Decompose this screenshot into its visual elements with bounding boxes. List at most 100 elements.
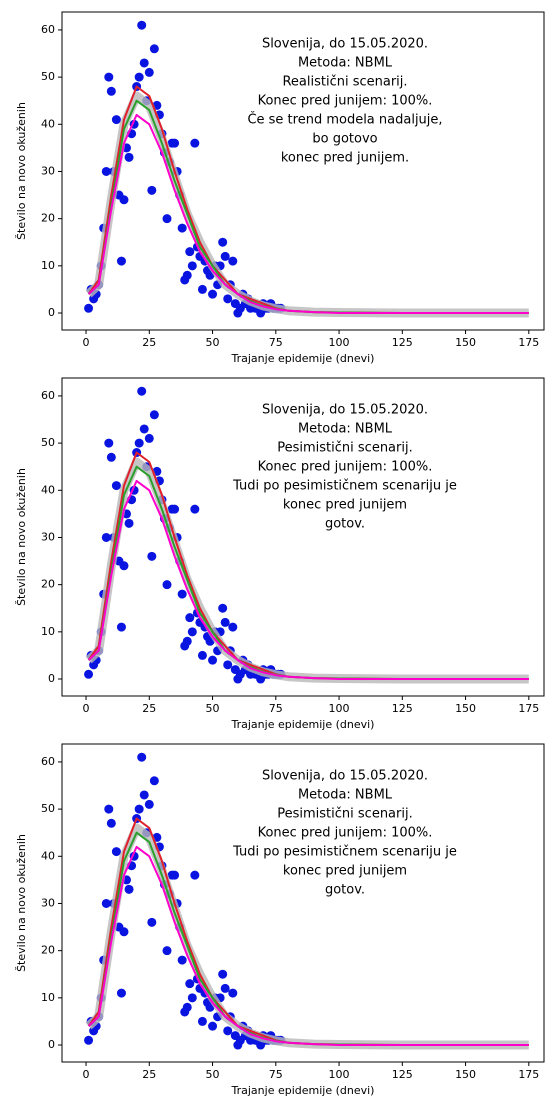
annotation: Metoda: NBML	[298, 788, 393, 803]
x-tick-label: 100	[329, 336, 350, 349]
data-point	[170, 504, 180, 514]
annotation: gotov.	[325, 517, 365, 532]
annotation: Tudi po pesimističnem scenariju je	[232, 845, 457, 860]
annotation: konec pred junijem	[283, 498, 407, 513]
data-point	[139, 790, 149, 800]
data-point	[149, 44, 159, 54]
data-point	[144, 799, 154, 809]
x-tick-label: 25	[142, 1068, 156, 1081]
x-tick-label: 25	[142, 702, 156, 715]
data-point	[106, 86, 116, 96]
y-tick-label: 20	[41, 944, 55, 957]
x-tick-label: 125	[392, 702, 413, 715]
x-tick-label: 150	[455, 702, 476, 715]
y-tick-label: 40	[41, 849, 55, 862]
annotation: Metoda: NBML	[298, 56, 393, 71]
x-tick-label: 0	[83, 1068, 90, 1081]
data-point	[116, 256, 126, 266]
data-point	[185, 247, 195, 257]
x-tick-label: 25	[142, 336, 156, 349]
data-point	[223, 294, 233, 304]
y-tick-label: 0	[48, 672, 55, 685]
data-point	[101, 532, 111, 542]
data-point	[177, 589, 187, 599]
curve	[87, 479, 529, 680]
x-tick-label: 175	[518, 702, 539, 715]
annotation: Če se trend modela nadaljuje,	[247, 112, 442, 128]
y-tick-label: 60	[41, 755, 55, 768]
data-point	[84, 1035, 94, 1045]
x-tick-label: 0	[83, 702, 90, 715]
data-point	[134, 438, 144, 448]
annotation: Pesimistični scenarij.	[277, 807, 412, 822]
data-point	[134, 72, 144, 82]
data-point	[106, 452, 116, 462]
x-tick-label: 50	[206, 702, 220, 715]
data-point	[104, 438, 114, 448]
data-point	[101, 166, 111, 176]
data-point	[116, 622, 126, 632]
data-point	[116, 988, 126, 998]
x-axis-label: Trajanje epidemije (dnevi)	[231, 1084, 375, 1097]
x-axis-label: Trajanje epidemije (dnevi)	[231, 718, 375, 731]
data-point	[149, 776, 159, 786]
data-point	[218, 603, 228, 613]
data-point	[228, 622, 238, 632]
data-point	[149, 410, 159, 420]
y-tick-label: 50	[41, 70, 55, 83]
data-point	[137, 752, 147, 762]
data-point	[170, 870, 180, 880]
data-point	[139, 424, 149, 434]
data-point	[220, 617, 230, 627]
data-point	[111, 481, 121, 491]
data-point	[124, 518, 134, 528]
x-tick-label: 100	[329, 702, 350, 715]
annotation: Tudi po pesimističnem scenariju je	[232, 479, 457, 494]
annotation: bo gotovo	[312, 132, 377, 147]
data-point	[139, 58, 149, 68]
data-point	[220, 251, 230, 261]
annotation: konec pred junijem.	[281, 151, 409, 166]
annotation: konec pred junijem	[283, 864, 407, 879]
data-point	[134, 804, 144, 814]
x-tick-label: 100	[329, 1068, 350, 1081]
y-tick-label: 30	[41, 896, 55, 909]
data-point	[182, 270, 192, 280]
data-point	[101, 898, 111, 908]
y-tick-label: 10	[41, 259, 55, 272]
data-point	[223, 1026, 233, 1036]
annotation: gotov.	[325, 883, 365, 898]
curve	[87, 845, 529, 1046]
data-point	[137, 386, 147, 396]
data-point	[119, 195, 129, 205]
data-point	[147, 551, 157, 561]
data-point	[197, 1016, 207, 1026]
data-point	[111, 847, 121, 857]
data-point	[170, 138, 180, 148]
x-tick-label: 150	[455, 1068, 476, 1081]
data-point	[104, 72, 114, 82]
data-point	[185, 613, 195, 623]
data-point	[119, 927, 129, 937]
data-point	[190, 138, 200, 148]
data-point	[187, 627, 197, 637]
data-point	[208, 1021, 218, 1031]
data-point	[177, 955, 187, 965]
data-point	[144, 433, 154, 443]
data-point	[162, 214, 172, 224]
data-point	[197, 650, 207, 660]
y-tick-label: 0	[48, 306, 55, 319]
annotation: Konec pred junijem: 100%.	[258, 460, 433, 475]
data-point	[137, 20, 147, 30]
x-tick-label: 50	[206, 336, 220, 349]
data-point	[190, 870, 200, 880]
x-tick-label: 75	[269, 1068, 283, 1081]
data-point	[177, 223, 187, 233]
data-point	[190, 504, 200, 514]
data-point	[218, 237, 228, 247]
y-tick-label: 40	[41, 117, 55, 130]
annotation: Konec pred junijem: 100%.	[258, 826, 433, 841]
data-point	[162, 946, 172, 956]
